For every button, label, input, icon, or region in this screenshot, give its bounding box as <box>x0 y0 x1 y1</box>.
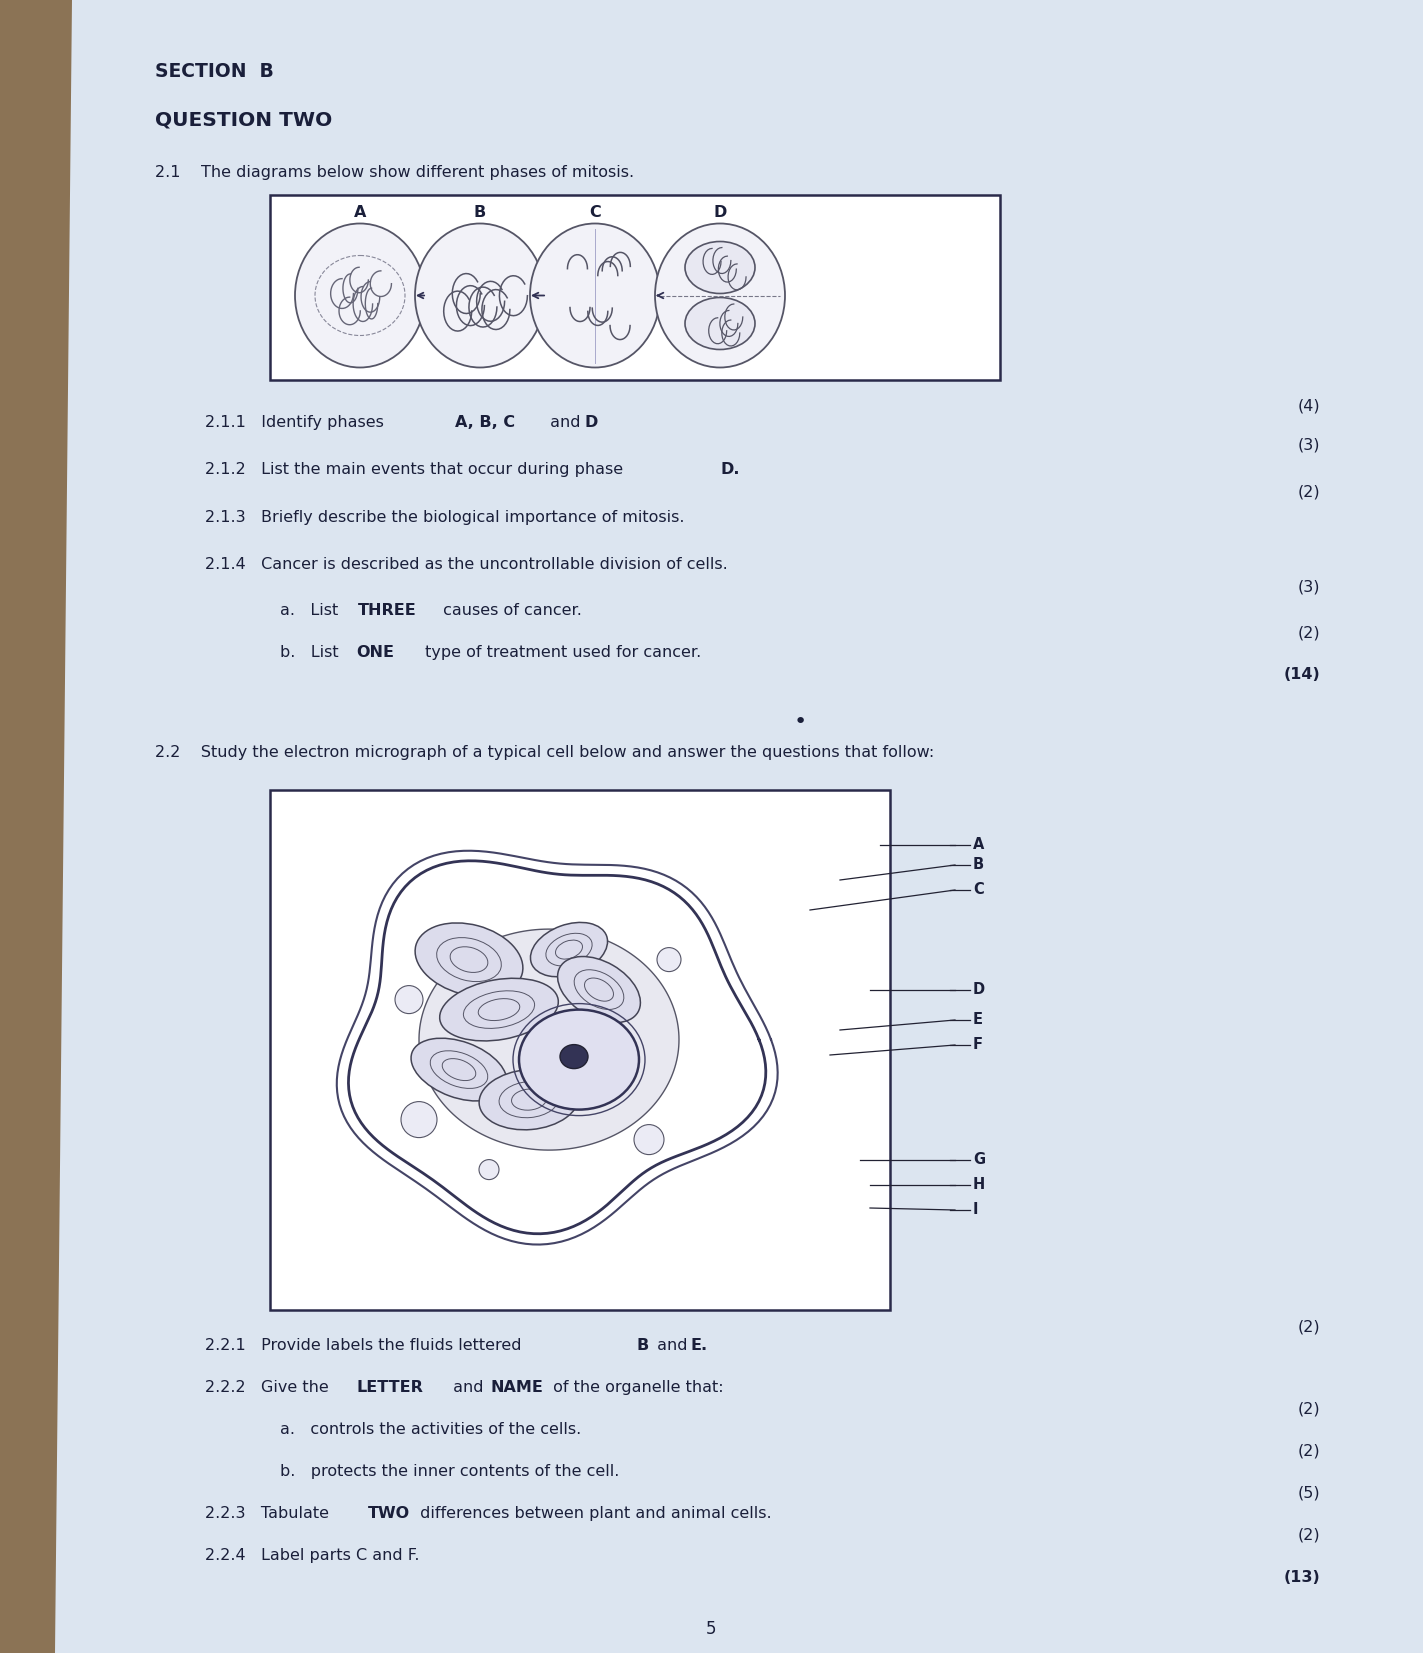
Circle shape <box>657 947 682 972</box>
Text: 5: 5 <box>706 1620 716 1638</box>
Text: a.   controls the activities of the cells.: a. controls the activities of the cells. <box>280 1422 581 1436</box>
Text: a.   List: a. List <box>280 603 343 618</box>
Ellipse shape <box>416 223 545 367</box>
Text: 2.2.1   Provide labels the fluids lettered: 2.2.1 Provide labels the fluids lettered <box>205 1337 527 1354</box>
Text: •: • <box>794 712 807 732</box>
Text: SECTION  B: SECTION B <box>155 63 273 81</box>
Text: F: F <box>973 1036 983 1051</box>
Text: 2.1.4   Cancer is described as the uncontrollable division of cells.: 2.1.4 Cancer is described as the uncontr… <box>205 557 727 572</box>
Text: B: B <box>638 1337 649 1354</box>
Text: D: D <box>973 982 985 997</box>
Text: (3): (3) <box>1298 436 1321 451</box>
Text: 2.2    Study the electron micrograph of a typical cell below and answer the ques: 2.2 Study the electron micrograph of a t… <box>155 746 935 760</box>
Text: (13): (13) <box>1284 1570 1321 1585</box>
Text: 2.1.1   Identify phases: 2.1.1 Identify phases <box>205 415 388 430</box>
Text: type of treatment used for cancer.: type of treatment used for cancer. <box>420 645 702 660</box>
Text: E: E <box>973 1012 983 1027</box>
Text: LETTER: LETTER <box>356 1380 423 1395</box>
Circle shape <box>401 1101 437 1137</box>
Text: 2.2.2   Give the: 2.2.2 Give the <box>205 1380 334 1395</box>
Text: (2): (2) <box>1298 1321 1321 1336</box>
Text: H: H <box>973 1177 985 1192</box>
Ellipse shape <box>411 1038 507 1101</box>
Text: and: and <box>448 1380 488 1395</box>
Text: 2.1.2   List the main events that occur during phase: 2.1.2 List the main events that occur du… <box>205 461 628 478</box>
Bar <box>270 790 889 1309</box>
Bar <box>270 195 1000 380</box>
Text: (5): (5) <box>1298 1486 1321 1501</box>
Text: D.: D. <box>720 461 740 478</box>
Text: (14): (14) <box>1284 668 1321 683</box>
Text: b.   protects the inner contents of the cell.: b. protects the inner contents of the ce… <box>280 1465 619 1479</box>
Text: C: C <box>589 205 601 220</box>
Text: B: B <box>474 205 487 220</box>
Text: (2): (2) <box>1298 1527 1321 1542</box>
Text: C: C <box>973 883 983 898</box>
Ellipse shape <box>684 298 756 349</box>
Ellipse shape <box>440 979 558 1041</box>
Text: (2): (2) <box>1298 1445 1321 1460</box>
Text: ONE: ONE <box>356 645 394 660</box>
Text: A, B, C: A, B, C <box>455 415 515 430</box>
Text: and: and <box>652 1337 693 1354</box>
Text: (4): (4) <box>1298 398 1321 413</box>
Text: E.: E. <box>690 1337 707 1354</box>
Polygon shape <box>418 929 679 1150</box>
Circle shape <box>635 1124 665 1154</box>
Circle shape <box>396 985 423 1013</box>
Ellipse shape <box>480 1069 579 1129</box>
Circle shape <box>480 1160 499 1180</box>
Text: NAME: NAME <box>490 1380 544 1395</box>
Ellipse shape <box>558 957 640 1023</box>
Polygon shape <box>55 0 1423 1653</box>
Text: TWO: TWO <box>369 1506 410 1521</box>
Text: D: D <box>585 415 599 430</box>
Text: A: A <box>354 205 366 220</box>
Text: G: G <box>973 1152 985 1167</box>
Text: of the organelle that:: of the organelle that: <box>548 1380 724 1395</box>
Text: 2.2.4   Label parts C and F.: 2.2.4 Label parts C and F. <box>205 1547 420 1564</box>
Text: (3): (3) <box>1298 579 1321 593</box>
Text: A: A <box>973 836 985 851</box>
Ellipse shape <box>295 223 425 367</box>
Text: (2): (2) <box>1298 1402 1321 1417</box>
Text: D: D <box>713 205 727 220</box>
Text: B: B <box>973 856 985 873</box>
Ellipse shape <box>531 922 608 977</box>
Text: causes of cancer.: causes of cancer. <box>438 603 582 618</box>
Text: THREE: THREE <box>359 603 417 618</box>
Text: (2): (2) <box>1298 625 1321 640</box>
Ellipse shape <box>655 223 785 367</box>
Ellipse shape <box>561 1045 588 1068</box>
Text: differences between plant and animal cells.: differences between plant and animal cel… <box>416 1506 771 1521</box>
Text: 2.1.3   Briefly describe the biological importance of mitosis.: 2.1.3 Briefly describe the biological im… <box>205 511 684 526</box>
Ellipse shape <box>529 223 660 367</box>
Text: and: and <box>545 415 586 430</box>
Text: b.   List: b. List <box>280 645 344 660</box>
Text: I: I <box>973 1202 979 1217</box>
Ellipse shape <box>416 922 522 997</box>
Text: QUESTION TWO: QUESTION TWO <box>155 111 332 129</box>
Text: (2): (2) <box>1298 484 1321 499</box>
Ellipse shape <box>519 1010 639 1109</box>
Text: 2.1    The diagrams below show different phases of mitosis.: 2.1 The diagrams below show different ph… <box>155 165 635 180</box>
Text: 2.2.3   Tabulate: 2.2.3 Tabulate <box>205 1506 334 1521</box>
Ellipse shape <box>684 241 756 294</box>
